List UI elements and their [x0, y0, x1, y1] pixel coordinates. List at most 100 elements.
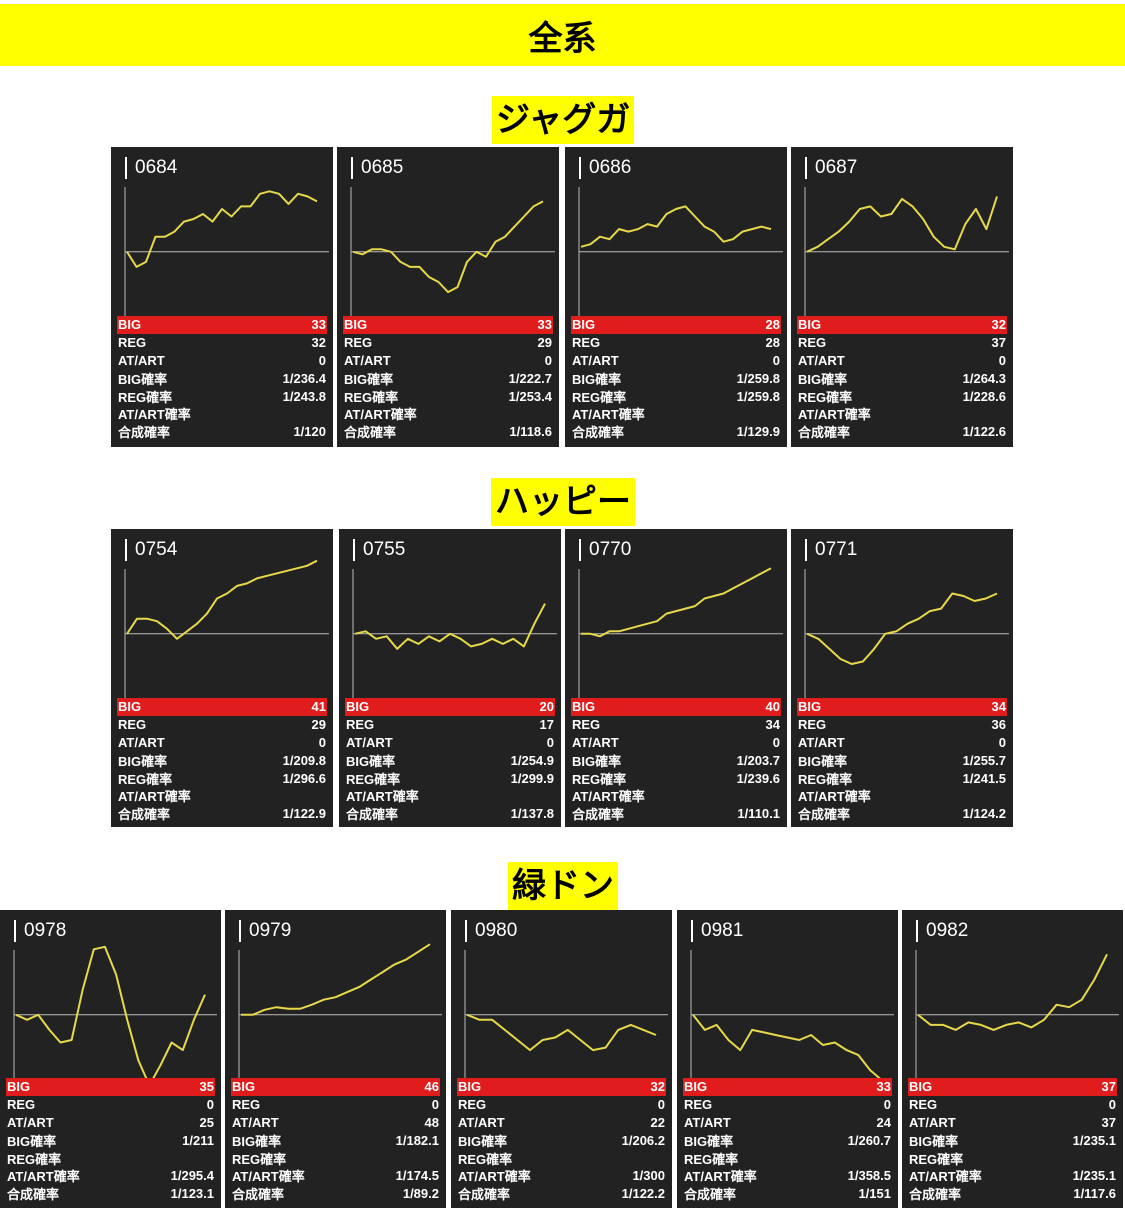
machine-card[interactable]: 0754 BIG 41 REG 29 AT/ART 0 BIG確率 1/209.8 REG確率 1/… [111, 529, 333, 827]
stat-row-reg-rate: REG確率 1/299.9 [345, 769, 555, 787]
stat-label: 合成確率 [458, 1187, 511, 1203]
stat-label: AT/ART [909, 1114, 956, 1130]
machine-card[interactable]: 0684 BIG 33 REG 32 AT/ART 0 BIG確率 1/236.4 REG確率 1/… [111, 147, 333, 447]
stat-row-at-rate: AT/ART確率 [343, 405, 553, 423]
group-title: 緑ドン [508, 862, 618, 910]
stat-row-reg-rate: REG確率 [908, 1149, 1117, 1167]
trend-chart [352, 569, 557, 698]
stat-row-big-rate: BIG確率 1/222.7 [343, 369, 553, 387]
machine-number: 0982 [916, 920, 968, 942]
stat-value: 1/239.6 [736, 770, 780, 786]
trend-line [580, 205, 772, 248]
machine-card[interactable]: 0687 BIG 32 REG 37 AT/ART 0 BIG確率 1/264.3 REG確率 1/… [791, 147, 1013, 447]
stat-label: REG確率 [798, 389, 853, 405]
stat-row-total-rate: 合成確率 1/151 [683, 1185, 892, 1203]
stat-value: 0 [1108, 1097, 1116, 1113]
machine-card[interactable]: 0755 BIG 20 REG 17 AT/ART 0 BIG確率 1/254.9 REG確率 1/… [339, 529, 561, 827]
machine-number: 0770 [579, 539, 631, 561]
stat-label: REG [232, 1097, 261, 1113]
stat-row-reg-rate: REG確率 1/228.6 [797, 387, 1007, 405]
machine-card[interactable]: 0981 BIG 33 REG 0 AT/ART 24 BIG確率 1/260.7 REG確率 AT… [677, 910, 898, 1208]
stat-row-big-rate: BIG確率 1/209.8 [117, 751, 327, 769]
stat-row-big: BIG 41 [117, 698, 327, 716]
stat-label: 合成確率 [909, 1187, 962, 1203]
stat-label: BIG確率 [118, 371, 168, 387]
stat-row-big: BIG 40 [571, 698, 781, 716]
trend-chart [124, 187, 329, 316]
stat-value: 1/122.2 [621, 1186, 665, 1202]
stats-table: BIG 37 REG 0 AT/ART 37 BIG確率 1/235.1 REG確率 AT/ART… [908, 1078, 1117, 1203]
stat-row-big: BIG 28 [571, 316, 781, 334]
stat-value: 1/222.7 [508, 370, 552, 386]
stat-label: BIG確率 [232, 1133, 282, 1149]
stat-label: 合成確率 [344, 425, 397, 441]
machine-card[interactable]: 0685 BIG 33 REG 29 AT/ART 0 BIG確率 1/222.7 REG確率 1/… [337, 147, 559, 447]
trend-line [126, 190, 318, 268]
stat-label: REG確率 [798, 771, 853, 787]
stat-value: 22 [650, 1114, 665, 1130]
stat-value: 1/122.9 [282, 806, 326, 822]
machine-card[interactable]: 0771 BIG 34 REG 36 AT/ART 0 BIG確率 1/255.7 REG確率 1/… [791, 529, 1013, 827]
stat-row-at-rate: AT/ART確率 [571, 405, 781, 423]
stat-value: 25 [199, 1114, 214, 1130]
machine-card[interactable]: 0982 BIG 37 REG 0 AT/ART 37 BIG確率 1/235.1 REG確率 AT… [902, 910, 1123, 1208]
stat-value: 0 [544, 352, 552, 368]
stat-row-total-rate: 合成確率 1/122.9 [117, 805, 327, 823]
machine-card[interactable]: 0978 BIG 35 REG 0 AT/ART 25 BIG確率 1/211 REG確率 AT/A… [0, 910, 221, 1208]
stat-label: REG確率 [909, 1151, 964, 1167]
stat-label: REG確率 [118, 771, 173, 787]
stat-value: 1/209.8 [282, 752, 326, 768]
stat-value: 34 [765, 717, 780, 733]
stat-value: 33 [876, 1079, 891, 1095]
trend-chart [578, 567, 783, 698]
machine-card[interactable]: 0686 BIG 28 REG 28 AT/ART 0 BIG確率 1/259.8 REG確率 1/… [565, 147, 787, 447]
stat-value: 34 [991, 699, 1006, 715]
stat-label: AT/ART [798, 352, 845, 368]
stats-table: BIG 46 REG 0 AT/ART 48 BIG確率 1/182.1 REG確率 AT/ART… [231, 1078, 440, 1203]
stat-row-big-rate: BIG確率 1/211 [6, 1131, 215, 1149]
stat-label: 合成確率 [572, 425, 625, 441]
stat-label: BIG確率 [572, 371, 622, 387]
stat-label: REG確率 [684, 1151, 739, 1167]
trend-line [241, 943, 431, 1016]
stat-label: AT/ART確率 [344, 407, 417, 423]
stat-row-big: BIG 32 [457, 1078, 666, 1096]
stat-value: 1/122.6 [962, 424, 1006, 440]
stat-label: BIG [458, 1079, 482, 1095]
stat-label: BIG [118, 699, 142, 715]
trend-chart [238, 943, 442, 1078]
stat-label: BIG [684, 1079, 708, 1095]
stat-row-reg-rate: REG確率 1/241.5 [797, 769, 1007, 787]
stats-table: BIG 20 REG 17 AT/ART 0 BIG確率 1/254.9 REG確率 1/299.… [345, 698, 555, 823]
stat-label: BIG [572, 699, 596, 715]
stat-label: 合成確率 [232, 1187, 285, 1203]
trend-line [806, 592, 998, 665]
machine-number: 0685 [351, 157, 403, 179]
stat-label: 合成確率 [7, 1187, 60, 1203]
stats-table: BIG 33 REG 32 AT/ART 0 BIG確率 1/236.4 REG確率 1/243.… [117, 316, 327, 441]
stat-row-reg: REG 34 [571, 716, 781, 734]
stat-value: 33 [537, 317, 552, 333]
machine-card[interactable]: 0770 BIG 40 REG 34 AT/ART 0 BIG確率 1/203.7 REG確率 1/… [565, 529, 787, 827]
machine-card[interactable]: 0979 BIG 46 REG 0 AT/ART 48 BIG確率 1/182.1 REG確率 AT… [225, 910, 446, 1208]
stat-label: AT/ART確率 [232, 1169, 305, 1185]
stat-row-reg: REG 0 [6, 1096, 215, 1114]
stats-table: BIG 33 REG 0 AT/ART 24 BIG確率 1/260.7 REG確率 AT/ART… [683, 1078, 892, 1203]
stat-value: 1/259.8 [736, 388, 780, 404]
stat-value: 41 [311, 699, 326, 715]
machine-number: 0981 [691, 920, 743, 942]
stat-label: BIG確率 [344, 371, 394, 387]
stat-row-big: BIG 32 [797, 316, 1007, 334]
stat-label: AT/ART確率 [118, 407, 191, 423]
stat-label: BIG [344, 317, 368, 333]
stat-row-total-rate: 合成確率 1/137.8 [345, 805, 555, 823]
stat-value: 36 [991, 717, 1006, 733]
machine-number: 0754 [125, 539, 177, 561]
machine-card[interactable]: 0980 BIG 32 REG 0 AT/ART 22 BIG確率 1/206.2 REG確率 AT… [451, 910, 672, 1208]
stat-value: 0 [772, 352, 780, 368]
stats-table: BIG 28 REG 28 AT/ART 0 BIG確率 1/259.8 REG確率 1/259.… [571, 316, 781, 441]
trend-chart [690, 950, 894, 1078]
stat-row-total-rate: 合成確率 1/122.2 [457, 1185, 666, 1203]
stat-value: 1/241.5 [962, 770, 1006, 786]
stat-label: REG確率 [344, 389, 399, 405]
